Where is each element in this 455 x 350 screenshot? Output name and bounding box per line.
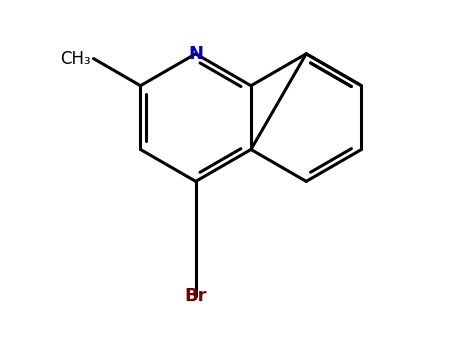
Text: N: N <box>188 45 203 63</box>
Text: CH₃: CH₃ <box>60 50 91 68</box>
Text: Br: Br <box>184 287 207 305</box>
